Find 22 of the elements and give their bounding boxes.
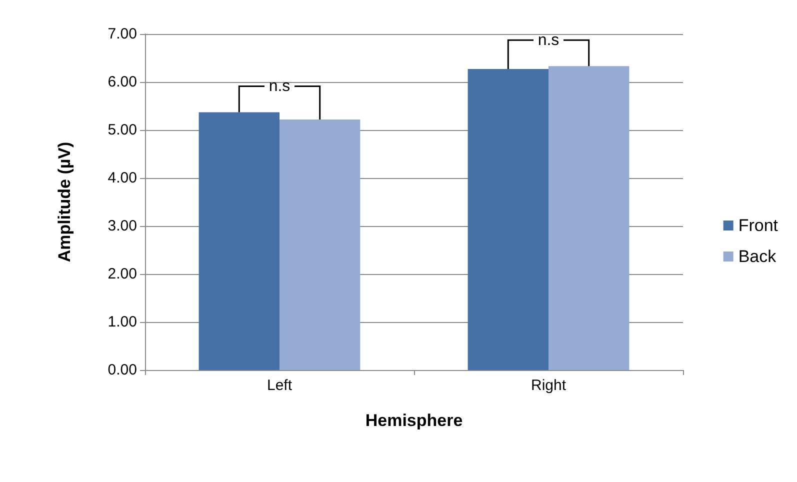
significance-bracket: n.s	[238, 78, 321, 120]
y-tick-label: 4.00	[108, 170, 137, 186]
significance-bracket: n.s	[507, 32, 590, 70]
annotation: n.s	[268, 78, 290, 96]
x-axis-title: Hemisphere	[365, 411, 463, 430]
bar	[548, 66, 630, 370]
annotation: n.s	[538, 32, 560, 50]
bar	[468, 69, 548, 370]
y-tick-label: 3.00	[108, 218, 137, 234]
y-tick-label: 0.00	[108, 362, 137, 378]
bar	[280, 119, 360, 370]
y-tick-label: 2.00	[108, 266, 137, 282]
y-tick-label: 7.00	[108, 26, 137, 42]
y-tick-label: 1.00	[108, 314, 137, 330]
y-tick-label: 6.00	[108, 74, 137, 90]
legend-label: Back	[738, 247, 777, 266]
y-axis-title: Amplitude (µV)	[55, 142, 74, 262]
bar	[198, 112, 280, 370]
x-tick-label: Left	[266, 377, 293, 394]
legend-label: Front	[738, 216, 778, 235]
y-tick-label: 5.00	[108, 122, 137, 138]
x-tick-label: Right	[530, 377, 567, 394]
